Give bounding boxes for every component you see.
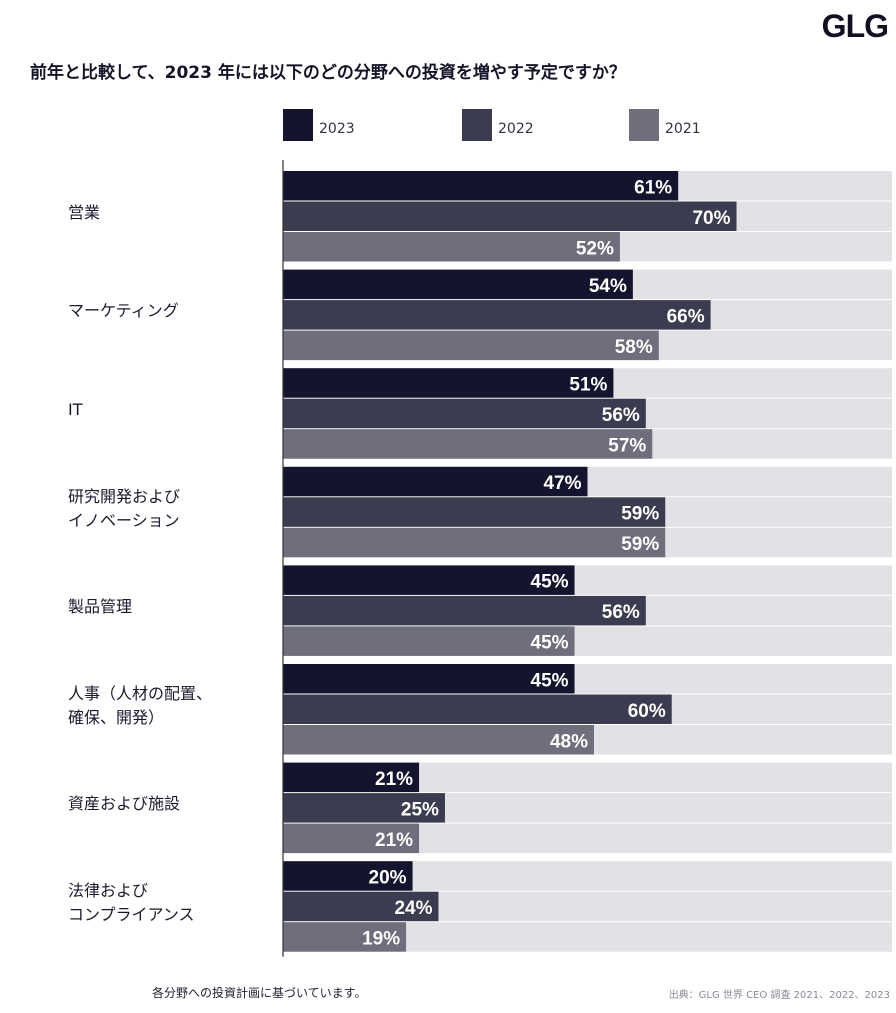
chart-title: 前年と比較して、2023 年には以下のどの分野への投資を増やす予定ですか？ [30, 63, 626, 83]
bar-2021-2 [283, 429, 653, 459]
data-label-2021-3: 59% [621, 534, 659, 555]
legend-item-2022: 2022 [462, 109, 534, 141]
bar-2023-4 [283, 565, 575, 595]
data-label-2023-3: 47% [543, 473, 581, 494]
data-label-2023-7: 20% [369, 867, 407, 888]
data-label-2021-1: 58% [615, 337, 653, 358]
bar-2022-2 [283, 398, 646, 429]
bar-2023-3 [283, 466, 588, 497]
legend-swatch-2023 [283, 109, 313, 141]
data-label-2021-0: 52% [576, 238, 614, 259]
category-label: 製品管理 [68, 597, 133, 617]
category-label: 人事（人材の配置、 確保、開発） [68, 683, 213, 727]
category-label: マーケティング [68, 301, 179, 321]
data-label-2022-0: 70% [692, 208, 730, 229]
bar-2022-4 [283, 595, 646, 626]
bar-2021-5 [283, 725, 594, 755]
data-label-2023-5: 45% [531, 670, 569, 691]
data-label-2023-2: 51% [569, 374, 607, 395]
bar-2021-0 [283, 232, 620, 262]
data-label-2021-5: 48% [550, 731, 588, 752]
data-label-2023-6: 21% [375, 769, 413, 790]
bar-2022-5 [283, 694, 672, 724]
data-label-2022-3: 59% [621, 504, 659, 525]
source-note: 出典：GLG 世界 CEO 調査 2021、2022、2023 [668, 990, 890, 1001]
legend-item-2021: 2021 [629, 109, 701, 141]
bar-2022-7 [283, 891, 439, 922]
legend-swatch-2021 [629, 109, 659, 141]
bar-2021-6 [283, 823, 420, 854]
data-label-2021-2: 57% [608, 435, 646, 456]
data-label-2022-6: 25% [401, 799, 439, 820]
bar-2022-0 [283, 201, 737, 231]
data-label-2022-1: 66% [667, 306, 705, 327]
bar-2023-2 [283, 368, 614, 398]
category-label: 法律および コンプライアンス [68, 880, 195, 924]
legend-label-2023: 2023 [319, 121, 355, 137]
bar-2023-6 [283, 762, 420, 793]
data-label-2021-6: 21% [375, 830, 413, 851]
category-label: 研究開発および イノベーション [68, 486, 181, 530]
chart-legend: 2023 2022 2021 [0, 109, 896, 141]
data-label-2023-0: 61% [634, 177, 672, 198]
bar-2023-5 [283, 664, 575, 694]
category-label: IT [68, 399, 83, 419]
legend-label-2021: 2021 [665, 121, 701, 137]
bar-2023-0 [283, 171, 679, 201]
bar-2021-1 [283, 330, 659, 361]
glg-logo: GLG [821, 8, 889, 44]
legend-item-2023: 2023 [283, 109, 355, 141]
data-label-2022-2: 56% [602, 405, 640, 426]
data-label-2021-7: 19% [362, 928, 400, 949]
data-label-2021-4: 45% [531, 633, 569, 654]
data-label-2022-5: 60% [628, 701, 666, 722]
legend-label-2022: 2022 [498, 121, 534, 137]
bar-2021-4 [283, 626, 575, 656]
bar-2021-7 [283, 922, 407, 952]
bar-2022-1 [283, 300, 711, 330]
category-label: 資産および施設 [68, 794, 181, 814]
legend-swatch-2022 [462, 109, 492, 141]
bar-2022-3 [283, 497, 666, 527]
category-label: 営業 [68, 202, 101, 222]
bar-2022-6 [283, 793, 445, 823]
bar-2021-3 [283, 527, 666, 558]
data-label-2022-4: 56% [602, 602, 640, 623]
data-label-2023-4: 45% [531, 572, 569, 593]
data-label-2023-1: 54% [589, 276, 627, 297]
bar-2023-7 [283, 861, 413, 891]
data-label-2022-7: 24% [394, 898, 432, 919]
bar-2023-1 [283, 269, 633, 300]
footnote: 各分野への投資計画に基づいています。 [152, 986, 367, 1000]
